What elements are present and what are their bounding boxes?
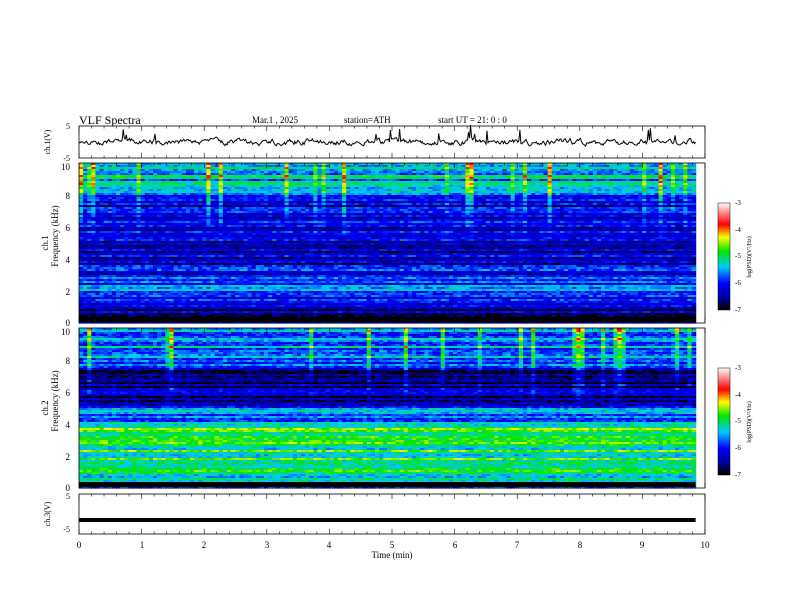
ch1-spectrogram-image [79,163,696,324]
station-label: station=ATH [344,115,391,125]
ch1-ytick-5: 5 [66,122,70,131]
date-label: Mar.1 , 2025 [252,115,298,125]
figure-title: VLF Spectra [79,113,141,127]
ch1-waveform-panel: 5 -5 ch.1(V) [43,122,705,163]
vlf-figure: VLF Spectra Mar.1 , 2025 station=ATH sta… [0,0,792,612]
ch1-waveform-ylabel: ch.1(V) [43,129,52,154]
ch1-spectrogram-panel: 0 2 4 6 8 10 ch.1 Frequency (kHz) [40,162,705,328]
ch1-waveform-line [79,125,696,146]
start-time-label: start UT = 21: 0 : 0 [438,115,507,125]
